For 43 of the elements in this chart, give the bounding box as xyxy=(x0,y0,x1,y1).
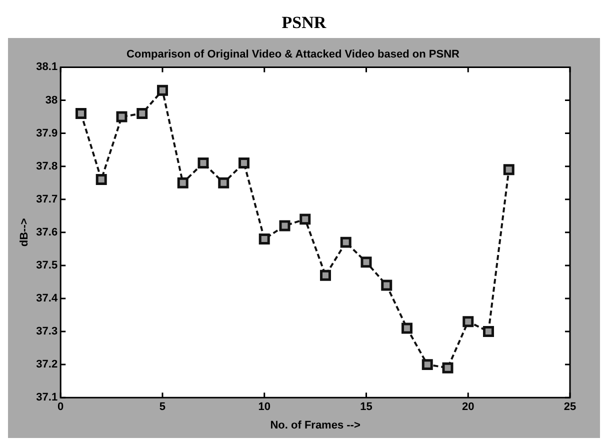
point xyxy=(279,220,290,232)
point xyxy=(177,177,188,188)
point xyxy=(116,111,128,122)
point xyxy=(96,174,107,186)
point xyxy=(483,326,494,338)
point xyxy=(300,214,311,225)
x-tick-label: 5 xyxy=(159,401,166,414)
point xyxy=(156,84,168,96)
point xyxy=(75,108,86,119)
x-tick-label: 20 xyxy=(462,401,474,414)
y-tick-label: 37.9 xyxy=(36,127,58,140)
y-tick-label: 38.1 xyxy=(36,61,58,74)
y-tick-label: 37.3 xyxy=(36,326,58,338)
y-tick-label: 37.5 xyxy=(36,259,58,272)
x-axis-title: No. of Frames --> xyxy=(270,419,360,432)
y-tick-label: 38 xyxy=(45,94,58,106)
point xyxy=(238,158,250,169)
y-tick-label: 37.6 xyxy=(36,226,58,238)
x-tick-label: 10 xyxy=(258,401,270,414)
y-axis-title: dB--> xyxy=(18,218,31,247)
point xyxy=(381,280,392,291)
point xyxy=(258,234,270,244)
y-tick-label: 37.8 xyxy=(36,160,58,172)
chart-title: PSNR xyxy=(280,12,328,34)
x-tick-label: 15 xyxy=(360,401,372,414)
point xyxy=(320,270,331,281)
point xyxy=(422,359,433,370)
point xyxy=(198,158,209,169)
point xyxy=(442,362,454,374)
point xyxy=(402,322,412,334)
point xyxy=(136,108,148,119)
x-tick-label: 25 xyxy=(564,401,576,414)
point xyxy=(503,164,514,176)
point xyxy=(218,177,230,188)
x-tick-label: 0 xyxy=(58,401,64,414)
y-tick-label: 37.7 xyxy=(36,193,58,206)
y-tick-label: 37.2 xyxy=(36,358,58,371)
chart-subtitle: Comparison of Original Video & Attacked Video based on PSNR xyxy=(126,48,460,61)
point xyxy=(360,256,372,268)
y-tick-label: 37.1 xyxy=(36,392,58,404)
point xyxy=(462,316,474,328)
y-tick-label: 37.4 xyxy=(36,292,58,305)
point xyxy=(340,236,352,248)
